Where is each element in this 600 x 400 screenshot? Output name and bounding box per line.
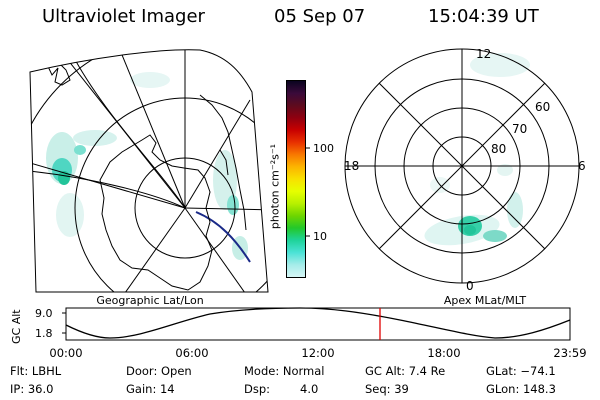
ytick-1.8: 1.8 — [35, 327, 53, 340]
mlat-label-60: 60 — [535, 100, 550, 114]
xtick-2359: 23:59 — [553, 346, 586, 360]
geo-panel-label: Geographic Lat/Lon — [96, 294, 203, 307]
colorbar-tick-100: 100 — [313, 142, 334, 155]
mlt-label-18: 18 — [344, 159, 359, 173]
date-label: 05 Sep 07 — [274, 6, 366, 27]
info-dsp-label: Dsp: — [244, 382, 271, 396]
instrument-title: Ultraviolet Imager — [42, 6, 205, 27]
info-mode: Mode: Normal — [244, 364, 325, 378]
colorbar — [286, 80, 306, 278]
info-seq: Seq: 39 — [365, 382, 409, 396]
altitude-ylabel: GC Alt — [10, 309, 23, 344]
info-ip: IP: 36.0 — [10, 382, 54, 396]
geo-aurora-emission — [46, 72, 248, 260]
info-gc-alt: GC Alt: 7.4 Re — [365, 364, 446, 378]
continent-outline — [99, 134, 213, 291]
info-dsp-value: 4.0 — [300, 382, 319, 396]
mlt-label-6: 6 — [578, 159, 586, 173]
polar-mlat-mlt-plot: 12 0 18 6 60 70 80 Apex MLat/MLT — [344, 47, 586, 307]
info-glat: GLat: −74.1 — [486, 364, 556, 378]
altitude-timeline: 9.0 1.8 GC Alt 00:00 06:00 12:00 18:00 2… — [10, 307, 587, 360]
mlat-label-70: 70 — [512, 122, 527, 136]
xtick-1200: 12:00 — [301, 346, 334, 360]
colorbar-tick-10: 10 — [313, 230, 327, 243]
geographic-map: Geographic Lat/Lon — [29, 49, 269, 307]
info-door: Door: Open — [126, 364, 192, 378]
ytick-9: 9.0 — [35, 307, 53, 320]
xtick-0000: 00:00 — [49, 346, 82, 360]
polar-panel-label: Apex MLat/MLT — [444, 294, 527, 307]
mlt-label-0: 0 — [466, 279, 474, 293]
xtick-1800: 18:00 — [427, 346, 460, 360]
xtick-0600: 06:00 — [175, 346, 208, 360]
info-gain: Gain: 14 — [126, 382, 175, 396]
time-label: 15:04:39 UT — [428, 6, 539, 27]
altitude-curve — [65, 307, 571, 339]
mlt-label-12: 12 — [476, 47, 491, 61]
info-glon: GLon: 148.3 — [486, 382, 556, 396]
mlat-label-80: 80 — [491, 142, 506, 156]
info-flt: Flt: LBHL — [10, 364, 62, 378]
colorbar-ticks: 100 10 — [306, 142, 334, 243]
